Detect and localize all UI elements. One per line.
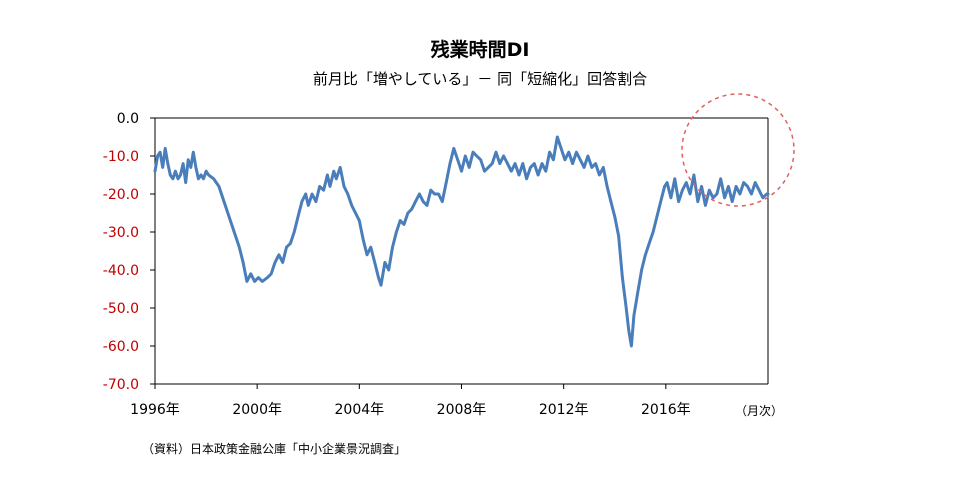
x-tick-label: 2004年	[335, 402, 385, 418]
x-tick-label: 2000年	[232, 402, 282, 418]
y-tick-label: -70.0	[103, 377, 139, 393]
chart-subtitle: 前月比「増やしている」－ 同「短縮化」回答割合	[313, 70, 647, 88]
series-line	[153, 135, 770, 348]
y-tick-label: -60.0	[103, 339, 139, 355]
x-tick-label: 1996年	[130, 402, 180, 418]
highlight-circle	[681, 93, 795, 207]
y-tick-label: -10.0	[103, 149, 139, 165]
x-tick-label: 2008年	[437, 402, 487, 418]
y-tick-label: -20.0	[103, 187, 139, 203]
chart-title: 残業時間DI	[431, 38, 530, 61]
x-unit-label: （月次）	[735, 404, 783, 418]
source-note: （資料）日本政策金融公庫「中小企業景況調査」	[142, 441, 406, 456]
y-tick-group: 0.0 -10.0 -20.0 -30.0 -40.0 -50.0 -60.0 -70.0	[103, 111, 155, 393]
x-tick-label: 2016年	[641, 402, 691, 418]
x-tick-group: 1996年 2000年 2004年 2008年 2012年 2016年	[130, 384, 691, 418]
y-tick-label: -40.0	[103, 263, 139, 279]
y-tick-label: 0.0	[117, 111, 139, 127]
y-tick-label: -50.0	[103, 301, 139, 317]
x-tick-label: 2012年	[539, 402, 589, 418]
y-tick-label: -30.0	[103, 225, 139, 241]
